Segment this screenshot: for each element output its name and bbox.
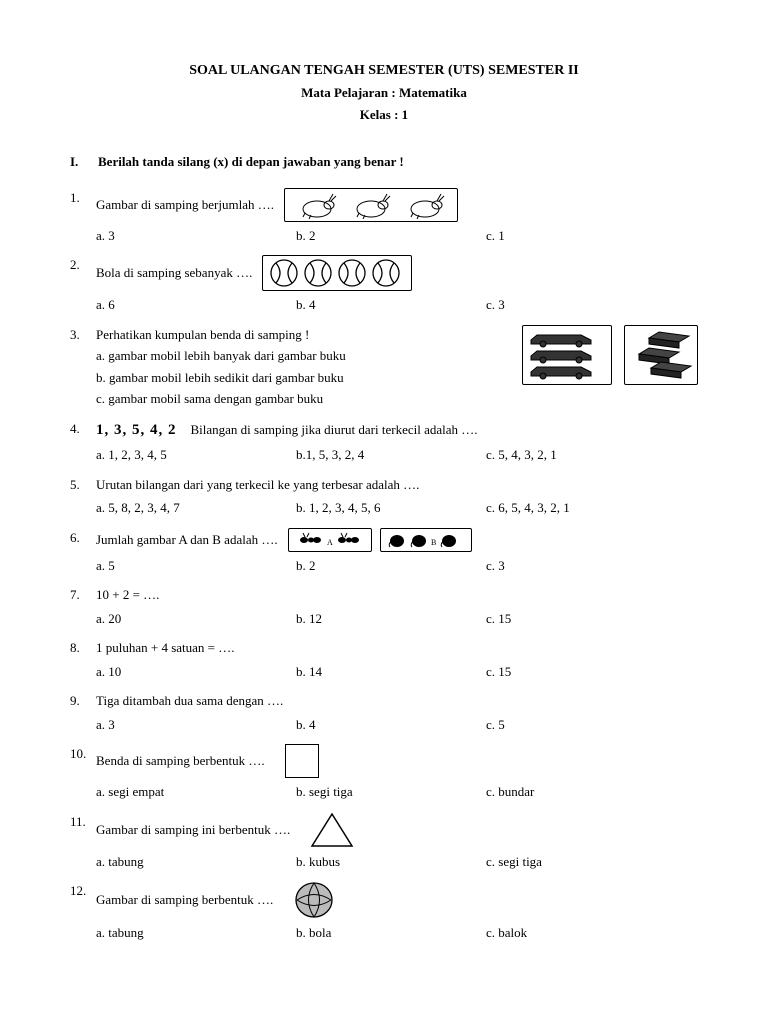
title-class: Kelas : 1 — [70, 105, 698, 125]
q7-opt-a: a. 20 — [96, 609, 296, 629]
q5-text: Urutan bilangan dari yang terkecil ke ya… — [96, 475, 698, 495]
car-icon — [527, 330, 607, 380]
section-instruction: I. Berilah tanda silang (x) di depan jaw… — [70, 152, 698, 172]
q12-num: 12. — [70, 881, 96, 901]
ant-icon: A — [295, 531, 365, 549]
section-roman: I. — [70, 152, 98, 172]
worksheet-page: SOAL ULANGAN TENGAH SEMESTER (UTS) SEMES… — [0, 0, 768, 993]
car-box — [522, 325, 612, 385]
section-text: Berilah tanda silang (x) di depan jawaba… — [98, 152, 404, 172]
title-main: SOAL ULANGAN TENGAH SEMESTER (UTS) SEMES… — [70, 60, 698, 81]
triangle-shape-icon — [310, 812, 354, 848]
question-3: 3. Perhatikan kumpulan benda di samping … — [70, 325, 698, 409]
question-2: 2. Bola di samping sebanyak …. a. 6 — [70, 255, 698, 315]
q11-opt-c: c. segi tiga — [486, 852, 698, 872]
q11-opt-b: b. kubus — [296, 852, 486, 872]
q8-num: 8. — [70, 638, 96, 658]
q3-sub-b: b. gambar mobil lebih sedikit dari gamba… — [96, 368, 512, 388]
q4-numbers: 1, 3, 5, 4, 2 — [96, 419, 177, 442]
q6-opt-c: c. 3 — [486, 556, 698, 576]
q6-opt-a: a. 5 — [96, 556, 296, 576]
q2-num: 2. — [70, 255, 96, 275]
q2-opt-a: a. 6 — [96, 295, 296, 315]
q3-sub-a: a. gambar mobil lebih banyak dari gambar… — [96, 346, 512, 366]
book-box — [624, 325, 698, 385]
question-11: 11. Gambar di samping ini berbentuk …. a… — [70, 812, 698, 872]
square-shape-icon — [285, 744, 319, 778]
book-icon — [629, 330, 693, 380]
q7-opt-c: c. 15 — [486, 609, 698, 629]
ant-box: A — [288, 528, 372, 552]
q5-opt-a: a. 5, 8, 2, 3, 4, 7 — [96, 498, 296, 518]
question-9: 9. Tiga ditambah dua sama dengan …. a. 3… — [70, 691, 698, 734]
q11-opt-a: a. tabung — [96, 852, 296, 872]
question-5: 5. Urutan bilangan dari yang terkecil ke… — [70, 475, 698, 518]
ball-box — [262, 255, 412, 291]
label-a: A — [327, 538, 333, 547]
rabbit-icon — [291, 191, 451, 219]
q5-num: 5. — [70, 475, 96, 495]
q4-num: 4. — [70, 419, 96, 439]
q8-opt-b: b. 14 — [296, 662, 486, 682]
elephant-icon: B — [387, 531, 465, 549]
q1-opt-b: b. 2 — [296, 226, 486, 246]
q4-opt-c: c. 5, 4, 3, 2, 1 — [486, 445, 698, 465]
q1-num: 1. — [70, 188, 96, 208]
title-subject: Mata Pelajaran : Matematika — [70, 83, 698, 103]
q11-text: Gambar di samping ini berbentuk …. — [96, 820, 290, 840]
q3-sub-c: c. gambar mobil sama dengan gambar buku — [96, 389, 512, 409]
q9-num: 9. — [70, 691, 96, 711]
question-12: 12. Gambar di samping berbentuk …. a. ta… — [70, 881, 698, 943]
q10-opt-b: b. segi tiga — [296, 782, 486, 802]
q9-text: Tiga ditambah dua sama dengan …. — [96, 691, 698, 711]
q4-opt-a: a. 1, 2, 3, 4, 5 — [96, 445, 296, 465]
q10-opt-c: c. bundar — [486, 782, 698, 802]
question-10: 10. Benda di samping berbentuk …. a. seg… — [70, 744, 698, 802]
q8-opt-c: c. 15 — [486, 662, 698, 682]
q12-opt-a: a. tabung — [96, 923, 296, 943]
q6-opt-b: b. 2 — [296, 556, 486, 576]
q1-opt-a: a. 3 — [96, 226, 296, 246]
q6-num: 6. — [70, 528, 96, 548]
sphere-shape-icon — [293, 881, 335, 919]
q10-opt-a: a. segi empat — [96, 782, 296, 802]
question-7: 7. 10 + 2 = …. a. 20 b. 12 c. 15 — [70, 585, 698, 628]
q2-opt-b: b. 4 — [296, 295, 486, 315]
question-8: 8. 1 puluhan + 4 satuan = …. a. 10 b. 14… — [70, 638, 698, 681]
q8-opt-a: a. 10 — [96, 662, 296, 682]
q9-opt-b: b. 4 — [296, 715, 486, 735]
q5-opt-c: c. 6, 5, 4, 3, 2, 1 — [486, 498, 698, 518]
label-b: B — [431, 538, 436, 547]
q7-num: 7. — [70, 585, 96, 605]
q5-opt-b: b. 1, 2, 3, 4, 5, 6 — [296, 498, 486, 518]
q3-num: 3. — [70, 325, 96, 345]
q7-text: 10 + 2 = …. — [96, 585, 698, 605]
q9-opt-a: a. 3 — [96, 715, 296, 735]
q2-opt-c: c. 3 — [486, 295, 698, 315]
header: SOAL ULANGAN TENGAH SEMESTER (UTS) SEMES… — [70, 60, 698, 124]
q12-opt-b: b. bola — [296, 923, 486, 943]
q1-opt-c: c. 1 — [486, 226, 698, 246]
q10-text: Benda di samping berbentuk …. — [96, 751, 265, 771]
q4-opt-b: b.1, 5, 3, 2, 4 — [296, 445, 486, 465]
baseball-icon — [267, 258, 407, 288]
q12-opt-c: c. balok — [486, 923, 698, 943]
rabbit-box — [284, 188, 458, 222]
q4-text: Bilangan di samping jika diurut dari ter… — [191, 420, 478, 440]
elephant-box: B — [380, 528, 472, 552]
q7-opt-b: b. 12 — [296, 609, 486, 629]
q11-num: 11. — [70, 812, 96, 832]
q10-num: 10. — [70, 744, 96, 764]
q6-text: Jumlah gambar A dan B adalah …. — [96, 530, 278, 550]
q1-text: Gambar di samping berjumlah …. — [96, 195, 274, 215]
q8-text: 1 puluhan + 4 satuan = …. — [96, 638, 698, 658]
q12-text: Gambar di samping berbentuk …. — [96, 890, 273, 910]
q2-text: Bola di samping sebanyak …. — [96, 263, 252, 283]
q9-opt-c: c. 5 — [486, 715, 698, 735]
question-6: 6. Jumlah gambar A dan B adalah …. A — [70, 528, 698, 576]
question-1: 1. Gambar di samping berjumlah …. — [70, 188, 698, 246]
question-4: 4. 1, 3, 5, 4, 2 Bilangan di samping jik… — [70, 419, 698, 465]
q3-text: Perhatikan kumpulan benda di samping ! — [96, 325, 512, 345]
